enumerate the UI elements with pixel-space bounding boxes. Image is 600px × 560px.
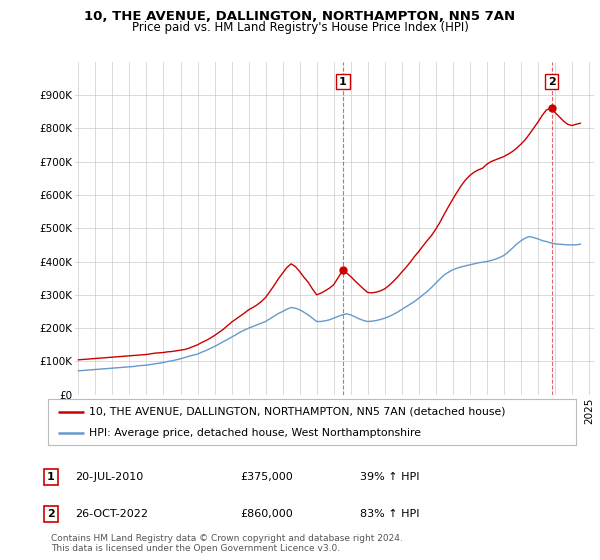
Text: 83% ↑ HPI: 83% ↑ HPI: [360, 509, 419, 519]
Text: £860,000: £860,000: [240, 509, 293, 519]
Text: 10, THE AVENUE, DALLINGTON, NORTHAMPTON, NN5 7AN (detached house): 10, THE AVENUE, DALLINGTON, NORTHAMPTON,…: [89, 407, 506, 417]
Text: 20-JUL-2010: 20-JUL-2010: [75, 472, 143, 482]
Text: 10, THE AVENUE, DALLINGTON, NORTHAMPTON, NN5 7AN: 10, THE AVENUE, DALLINGTON, NORTHAMPTON,…: [85, 10, 515, 23]
Text: HPI: Average price, detached house, West Northamptonshire: HPI: Average price, detached house, West…: [89, 428, 421, 438]
Text: 2: 2: [548, 77, 556, 87]
Text: Contains HM Land Registry data © Crown copyright and database right 2024.
This d: Contains HM Land Registry data © Crown c…: [51, 534, 403, 553]
Text: 26-OCT-2022: 26-OCT-2022: [75, 509, 148, 519]
Text: 39% ↑ HPI: 39% ↑ HPI: [360, 472, 419, 482]
Text: Price paid vs. HM Land Registry's House Price Index (HPI): Price paid vs. HM Land Registry's House …: [131, 21, 469, 34]
Text: £375,000: £375,000: [240, 472, 293, 482]
Text: 1: 1: [339, 77, 347, 87]
Text: 2: 2: [47, 509, 55, 519]
Text: 1: 1: [47, 472, 55, 482]
